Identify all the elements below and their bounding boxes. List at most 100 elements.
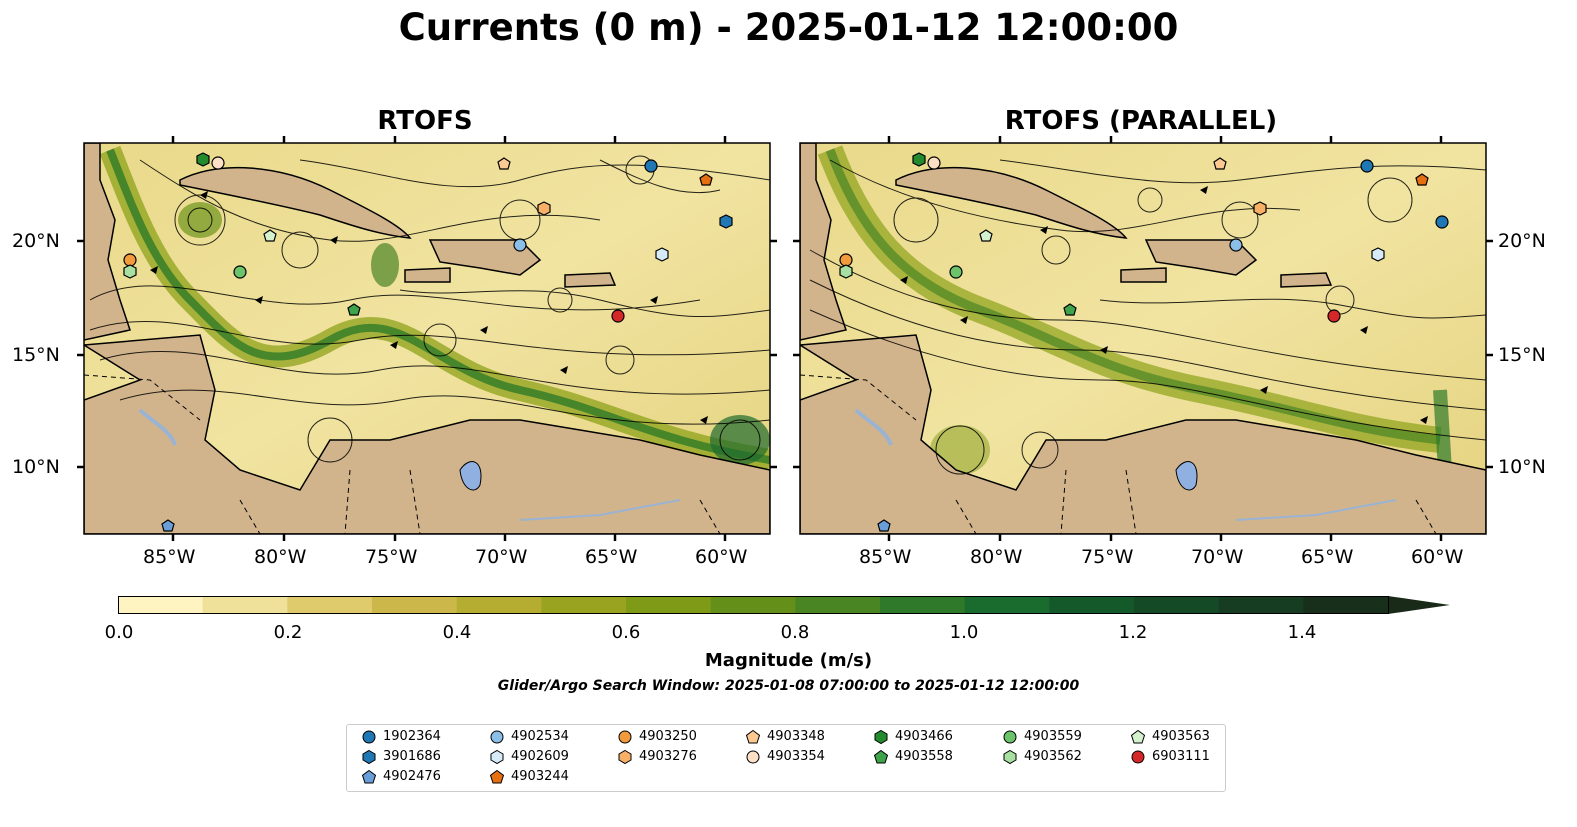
colorbar-bin xyxy=(795,596,881,614)
colorbar-label: Magnitude (m/s) xyxy=(704,650,873,671)
legend-item: 4903563 xyxy=(1130,727,1210,747)
lon-label-right-85: 85°W xyxy=(859,546,912,568)
colorbar-bin xyxy=(710,596,796,614)
lon-label-left-70: 70°W xyxy=(475,546,528,568)
colorbar-bin xyxy=(541,596,627,614)
float-markers xyxy=(123,152,1449,532)
legend-label: 3901686 xyxy=(383,749,441,764)
legend: 1902364 3901686 4902476 4902534 4902609 49032… xyxy=(346,724,1226,792)
hexagon-marker-icon xyxy=(874,729,888,745)
legend-item: 4903558 xyxy=(873,747,953,767)
legend-label: 4903276 xyxy=(639,749,697,764)
panel-title-left: RTOFS xyxy=(377,106,473,136)
legend-item: 3901686 xyxy=(361,747,441,767)
legend-label: 4903562 xyxy=(1024,749,1082,764)
map-left xyxy=(84,143,770,534)
colorbar-tick: 1.4 xyxy=(1287,622,1317,643)
colorbar-tick: 1.0 xyxy=(949,622,979,643)
circle-marker-icon xyxy=(362,730,376,744)
lon-label-right-70: 70°W xyxy=(1191,546,1244,568)
colorbar-bin xyxy=(964,596,1050,614)
colorbar-tick: 0.6 xyxy=(611,622,641,643)
lon-label-left-65: 65°W xyxy=(585,546,638,568)
lon-label-left-60: 60°W xyxy=(695,546,748,568)
pentagon-marker-icon xyxy=(745,729,761,744)
search-window-caption: Glider/Argo Search Window: 2025-01-08 07… xyxy=(497,678,1080,694)
legend-label: 4902476 xyxy=(383,769,441,784)
legend-label: 4903466 xyxy=(895,729,953,744)
legend-label: 1902364 xyxy=(383,729,441,744)
colorbar-tick: 0.4 xyxy=(442,622,472,643)
colorbar-tick: 1.2 xyxy=(1118,622,1148,643)
lat-label-right-15: 15°N xyxy=(1498,344,1546,366)
colorbar-bin xyxy=(1303,596,1389,614)
legend-label: 4903354 xyxy=(767,749,825,764)
legend-item: 4903244 xyxy=(489,767,569,787)
legend-item: 4903348 xyxy=(745,727,825,747)
legend-item: 4903562 xyxy=(1002,747,1082,767)
legend-label: 4903563 xyxy=(1152,729,1210,744)
lon-label-right-80: 80°W xyxy=(970,546,1023,568)
lon-label-right-65: 65°W xyxy=(1301,546,1354,568)
legend-label: 4903244 xyxy=(511,769,569,784)
legend-label: 4903559 xyxy=(1024,729,1082,744)
colorbar-tick: 0.0 xyxy=(104,622,134,643)
legend-item: 4903466 xyxy=(873,727,953,747)
map-right xyxy=(800,143,1486,534)
colorbar-bin xyxy=(287,596,373,614)
lat-label-right-10: 10°N xyxy=(1498,456,1546,478)
colorbar-bin xyxy=(1218,596,1304,614)
circle-marker-icon xyxy=(746,750,760,764)
lon-label-right-60: 60°W xyxy=(1411,546,1464,568)
colorbar-bin xyxy=(456,596,542,614)
legend-item: 4902476 xyxy=(361,767,441,787)
circle-marker-icon xyxy=(618,730,632,744)
pentagon-marker-icon xyxy=(1130,729,1146,744)
lon-label-left-85: 85°W xyxy=(143,546,196,568)
lat-label-left-20: 20°N xyxy=(12,230,60,252)
hexagon-marker-icon xyxy=(490,749,504,765)
lat-label-left-15: 15°N xyxy=(12,344,60,366)
colorbar-bin xyxy=(1049,596,1135,614)
legend-label: 4903348 xyxy=(767,729,825,744)
legend-item: 6903111 xyxy=(1130,747,1210,767)
circle-marker-icon xyxy=(490,730,504,744)
colorbar-bin xyxy=(626,596,712,614)
legend-item: 4902534 xyxy=(489,727,569,747)
lat-label-left-10: 10°N xyxy=(12,456,60,478)
pentagon-marker-icon xyxy=(489,769,505,784)
colorbar-bin xyxy=(118,596,204,614)
lon-label-right-75: 75°W xyxy=(1081,546,1134,568)
legend-label: 4903558 xyxy=(895,749,953,764)
pentagon-marker-icon xyxy=(361,769,377,784)
colorbar-tick: 0.2 xyxy=(273,622,303,643)
legend-label: 4902534 xyxy=(511,729,569,744)
hexagon-marker-icon xyxy=(618,749,632,765)
legend-item: 4903559 xyxy=(1002,727,1082,747)
circle-marker-icon xyxy=(1131,750,1145,764)
pentagon-marker-icon xyxy=(873,749,889,764)
legend-item: 4902609 xyxy=(489,747,569,767)
hexagon-marker-icon xyxy=(1003,749,1017,765)
map-panels xyxy=(77,136,1493,541)
legend-label: 6903111 xyxy=(1152,749,1210,764)
figure-title: Currents (0 m) - 2025-01-12 12:00:00 xyxy=(398,6,1179,49)
legend-label: 4903250 xyxy=(639,729,697,744)
legend-item: 1902364 xyxy=(361,727,441,747)
colorbar-bin xyxy=(372,596,458,614)
legend-item: 4903354 xyxy=(745,747,825,767)
lon-label-left-75: 75°W xyxy=(365,546,418,568)
colorbar-bin xyxy=(880,596,966,614)
hexagon-marker-icon xyxy=(362,749,376,765)
colorbar-tick: 0.8 xyxy=(780,622,810,643)
legend-label: 4902609 xyxy=(511,749,569,764)
panel-title-right: RTOFS (PARALLEL) xyxy=(1004,106,1278,136)
colorbar xyxy=(118,596,1450,614)
legend-item: 4903276 xyxy=(617,747,697,767)
lat-label-right-20: 20°N xyxy=(1498,230,1546,252)
colorbar-bin xyxy=(202,596,288,614)
circle-marker-icon xyxy=(1003,730,1017,744)
legend-item: 4903250 xyxy=(617,727,697,747)
colorbar-bin xyxy=(1134,596,1220,614)
lon-label-left-80: 80°W xyxy=(254,546,307,568)
